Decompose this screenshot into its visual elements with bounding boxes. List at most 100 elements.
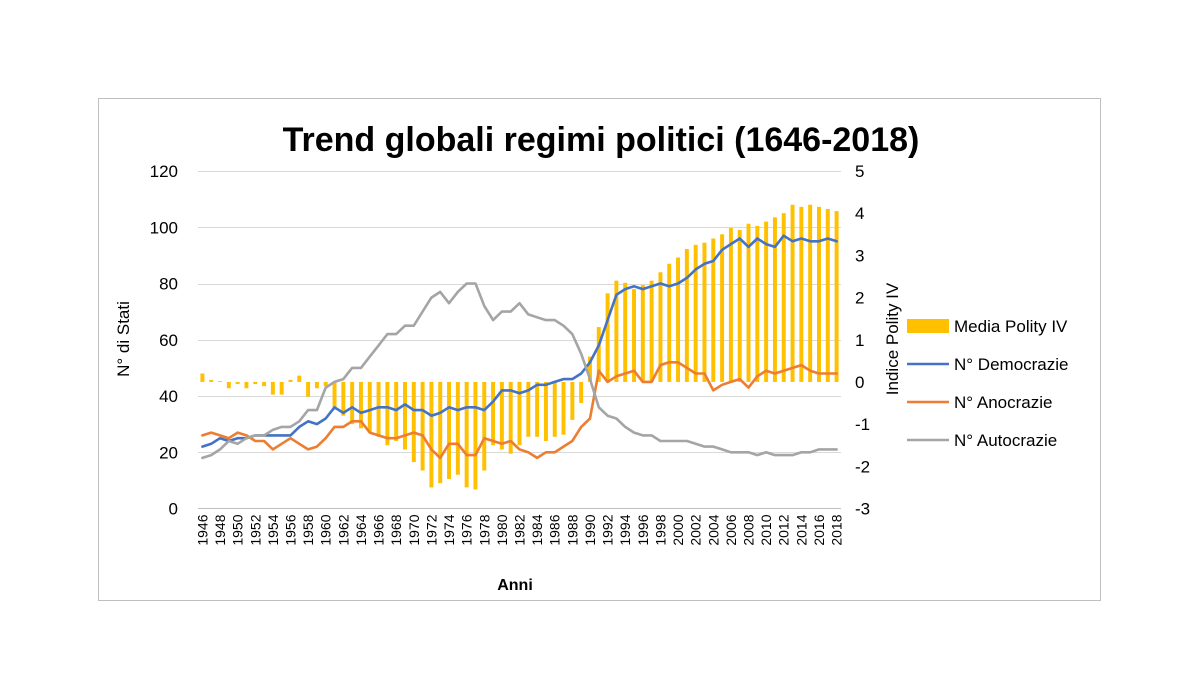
- bar: [746, 223, 751, 382]
- x-tick-label: 1990: [582, 514, 598, 545]
- series-line-n-democrazie: [201, 234, 838, 448]
- bar: [279, 381, 284, 395]
- x-tick-label: 1982: [512, 514, 528, 545]
- bar: [693, 244, 698, 382]
- y-right-tick-label: -3: [855, 500, 870, 519]
- bar: [772, 217, 777, 382]
- x-tick-label: 1976: [459, 514, 475, 545]
- bar: [684, 249, 689, 382]
- bar: [737, 230, 742, 382]
- bar: [808, 204, 813, 382]
- x-tick-label: 2016: [811, 514, 827, 545]
- legend-label: Media Polity IV: [954, 317, 1068, 336]
- x-tick-label: 1946: [194, 514, 210, 545]
- y-left-tick-label: 100: [150, 218, 178, 237]
- x-tick-label: 2018: [829, 514, 845, 545]
- bar: [755, 225, 760, 382]
- bar: [702, 242, 707, 382]
- bar: [632, 289, 636, 382]
- bar: [288, 379, 293, 382]
- bar: [658, 272, 663, 382]
- bar: [447, 381, 452, 479]
- chart-frame: Trend globali regimi politici (1646-2018…: [98, 98, 1101, 601]
- left-axis-ticks: 0 20 40 60 80 100 120: [150, 162, 178, 519]
- bar-series-media-polity-iv: [200, 204, 839, 490]
- x-tick-label: 1972: [423, 514, 439, 545]
- x-tick-label: 1948: [212, 514, 228, 545]
- bar: [570, 381, 575, 420]
- x-tick-label: 1970: [406, 514, 422, 545]
- y-right-tick-label: 3: [855, 246, 864, 265]
- x-tick-label: 2002: [688, 514, 704, 545]
- x-tick-label: 2010: [758, 514, 774, 545]
- bar: [209, 379, 214, 382]
- y-left-tick-label: 0: [169, 500, 178, 519]
- bar: [816, 206, 821, 382]
- y-right-tick-label: 5: [855, 162, 864, 181]
- bar: [517, 381, 522, 446]
- x-axis-ticks: 1946 1948 1950 1952 1954 1956 1958 1960 1962 1964…: [194, 514, 844, 545]
- bar: [552, 381, 557, 437]
- x-tick-label: 1986: [547, 514, 563, 545]
- x-tick-label: 1960: [318, 514, 334, 545]
- bar: [358, 381, 363, 429]
- bar: [667, 263, 672, 382]
- legend-label: N° Autocrazie: [954, 431, 1057, 450]
- bar: [781, 213, 786, 382]
- y-left-tick-label: 20: [159, 443, 178, 462]
- x-tick-label: 2014: [793, 514, 809, 545]
- legend: Media Polity IV N° Democrazie N° Anocrazie…: [907, 317, 1069, 450]
- y-axis-right-title: Indice Polity IV: [883, 282, 902, 395]
- bar: [579, 381, 584, 404]
- x-tick-label: 1968: [388, 514, 404, 545]
- bar: [270, 381, 275, 395]
- x-tick-label: 1992: [600, 514, 616, 545]
- x-tick-label: 1950: [230, 514, 246, 545]
- x-tick-label: 1988: [564, 514, 580, 545]
- x-tick-label: 1966: [371, 514, 387, 545]
- y-left-tick-label: 40: [159, 387, 178, 406]
- bar: [764, 221, 769, 382]
- x-tick-label: 2000: [670, 514, 686, 545]
- bar: [262, 381, 267, 387]
- bar: [226, 381, 231, 389]
- bar: [526, 381, 531, 437]
- y-left-tick-label: 60: [159, 331, 178, 350]
- bar: [420, 381, 425, 471]
- bar: [218, 381, 223, 382]
- x-axis-title: Anni: [497, 577, 533, 594]
- y-right-tick-label: -2: [855, 457, 870, 476]
- bar: [728, 227, 733, 382]
- bar: [411, 381, 416, 463]
- series-line-n-autocrazie: [201, 282, 838, 460]
- y-axis-left-title: N° di Stati: [114, 301, 133, 377]
- bar: [614, 280, 619, 382]
- x-tick-label: 2012: [776, 514, 792, 545]
- bar: [535, 381, 540, 437]
- x-tick-label: 1958: [300, 514, 316, 545]
- x-tick-label: 1964: [353, 514, 369, 545]
- bar: [623, 282, 628, 382]
- bar: [314, 381, 319, 389]
- bar: [376, 381, 381, 437]
- bar: [482, 381, 487, 471]
- bar: [543, 381, 548, 441]
- x-tick-label: 1980: [494, 514, 510, 545]
- y-right-tick-label: 2: [855, 289, 864, 308]
- x-tick-label: 2008: [741, 514, 757, 545]
- x-tick-label: 1954: [265, 514, 281, 545]
- series-line-n-anocrazie: [201, 360, 838, 460]
- x-tick-label: 1984: [529, 514, 545, 545]
- bar: [508, 381, 513, 454]
- bar: [491, 381, 496, 446]
- bar: [385, 381, 390, 446]
- y-left-tick-label: 120: [150, 162, 178, 181]
- y-left-tick-label: 80: [159, 275, 178, 294]
- bar: [834, 211, 839, 382]
- bar: [720, 234, 725, 382]
- bar: [473, 381, 478, 490]
- bar: [790, 204, 795, 382]
- line-series: [201, 234, 838, 460]
- bar: [323, 381, 328, 387]
- y-right-tick-label: 1: [855, 331, 864, 350]
